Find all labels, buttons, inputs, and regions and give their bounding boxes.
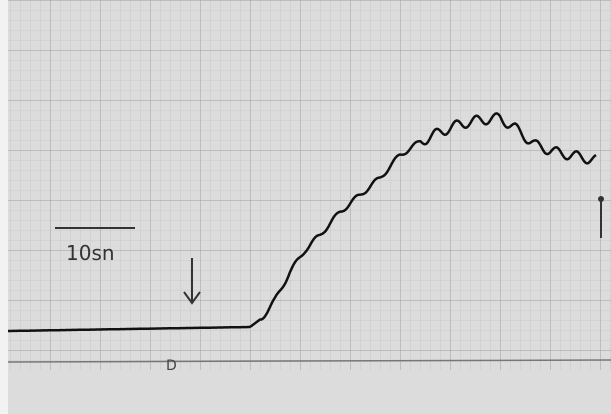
grid [0, 0, 611, 370]
recording-photo: 10sn D [0, 0, 611, 414]
left-edge [0, 0, 8, 414]
page: 10sn D (() => { const data = JSON.parse(… [0, 0, 611, 414]
scale-label: 10sn [66, 241, 115, 265]
marker-label: D [166, 358, 177, 374]
